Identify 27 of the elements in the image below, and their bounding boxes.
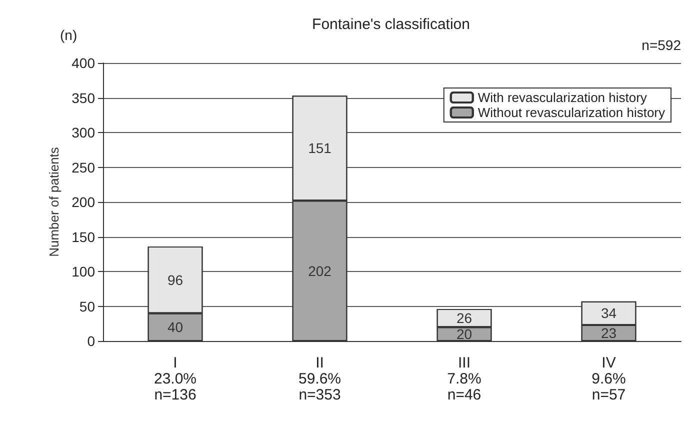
data-label: 20 [456,326,472,342]
x-tick-label: IV 9.6% n=57 [592,354,626,404]
y-tick-label: 350 [72,90,96,106]
data-label: 96 [167,272,184,288]
text: (n) [60,27,78,43]
data-label: 202 [308,262,332,279]
data-label: 34 [600,305,617,322]
y-tick-label: 150 [72,228,96,245]
legend-label: With revascularization history [478,90,648,105]
data-label: 151 [308,140,332,156]
y-tick-label: 0 [87,333,96,349]
y-tick-label: 300 [72,124,96,140]
data-label: 23 [600,325,617,342]
y-tick-label: 100 [72,264,96,280]
y-tick-label: 50 [79,298,96,314]
legend-label: Without revascularization history [478,105,666,120]
y-tick-label: 200 [72,194,96,210]
x-tick-label: II 59.6% n=353 [298,354,342,404]
data-label: 26 [456,310,472,326]
y-axis-title: Number of patients [46,146,62,257]
chart-title: Fontaine's classification [312,16,470,33]
x-tick-label: III 7.8% n=46 [447,354,482,404]
data-label: 40 [167,319,184,336]
text: n=592 [642,37,682,53]
y-tick-label: 400 [72,55,96,71]
x-tick-label: I 23.0% n=136 [154,354,197,404]
y-tick-label: 250 [72,159,96,176]
